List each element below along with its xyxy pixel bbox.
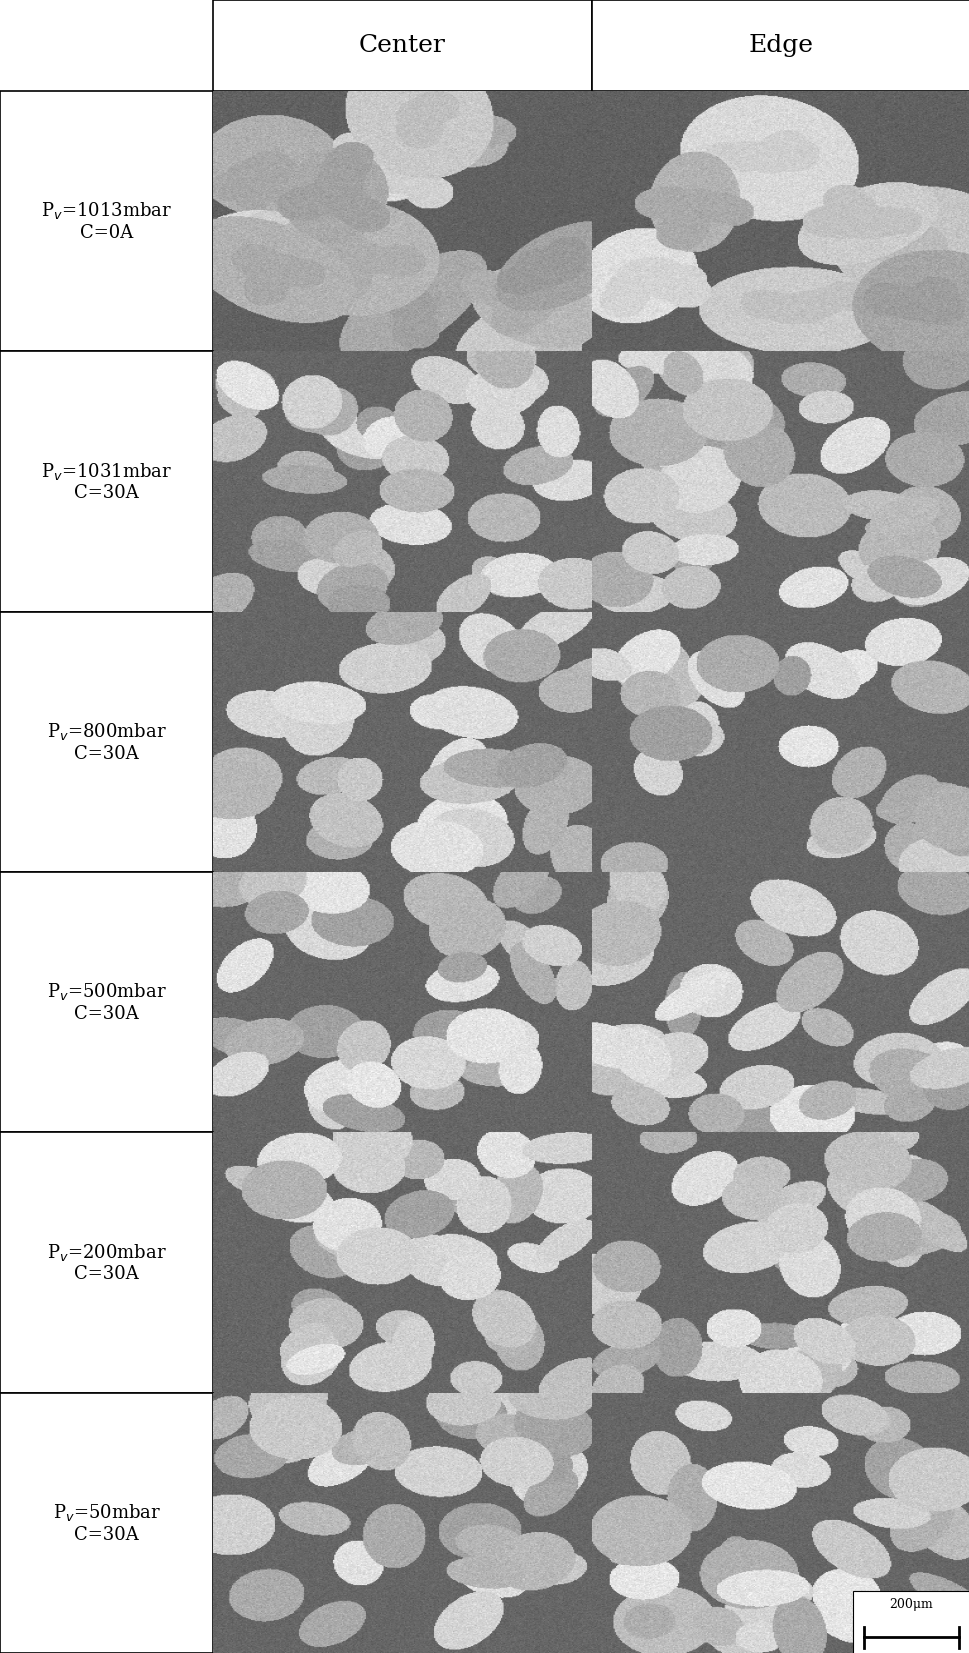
FancyBboxPatch shape	[0, 352, 213, 612]
FancyBboxPatch shape	[0, 91, 213, 350]
Text: P$_v$=50mbar
C=30A: P$_v$=50mbar C=30A	[52, 1503, 161, 1544]
FancyBboxPatch shape	[0, 1393, 213, 1653]
FancyBboxPatch shape	[591, 0, 969, 91]
Text: P$_v$=1013mbar
C=0A: P$_v$=1013mbar C=0A	[41, 200, 172, 241]
Text: Center: Center	[359, 35, 446, 56]
Text: 200μm: 200μm	[889, 1593, 932, 1607]
FancyBboxPatch shape	[0, 612, 213, 873]
Text: P$_v$=1031mbar
C=30A: P$_v$=1031mbar C=30A	[41, 461, 172, 503]
Text: 200μm: 200μm	[889, 1598, 932, 1612]
FancyBboxPatch shape	[213, 0, 591, 91]
Text: P$_v$=800mbar
C=30A: P$_v$=800mbar C=30A	[47, 721, 167, 762]
Text: P$_v$=200mbar
C=30A: P$_v$=200mbar C=30A	[47, 1241, 167, 1283]
FancyBboxPatch shape	[0, 873, 213, 1132]
Bar	[852, 1590, 969, 1653]
Text: P$_v$=500mbar
C=30A: P$_v$=500mbar C=30A	[47, 982, 167, 1023]
FancyBboxPatch shape	[0, 1132, 213, 1392]
Text: Edge: Edge	[747, 35, 813, 56]
